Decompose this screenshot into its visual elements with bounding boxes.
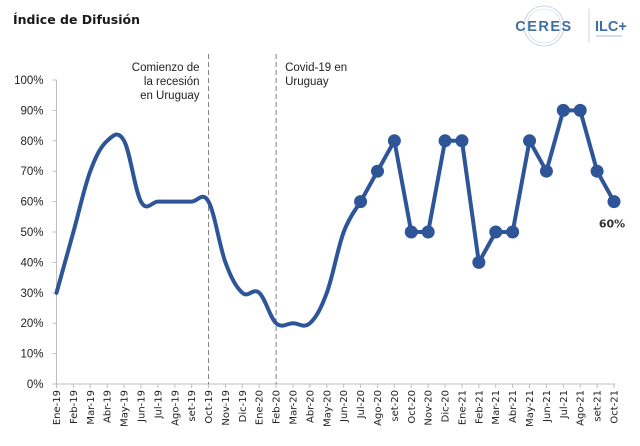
y-tick-label: 90% (20, 105, 43, 117)
x-tick-label: Jul-20 (356, 390, 367, 419)
last-value-label: 60% (599, 218, 625, 231)
x-tick-label: Ene-20 (255, 390, 266, 425)
x-tick-label: Jun-20 (339, 390, 350, 423)
event-annotation-text: Uruguay (285, 76, 329, 88)
y-tick-label: 20% (20, 318, 43, 330)
x-tick-label: Dic-19 (238, 390, 249, 422)
logo-ilc-text: ILC+ (595, 19, 627, 35)
event-annotation-text: la recesión (144, 76, 200, 88)
x-tick-label: Jun-19 (136, 390, 147, 423)
x-tick-label: Nov-20 (424, 390, 435, 426)
x-tick-label: Jul-19 (153, 390, 164, 419)
x-tick-label: Oct-21 (610, 390, 621, 424)
event-annotation-text: Comienzo de (132, 62, 200, 74)
y-tick-label: 0% (27, 379, 44, 391)
data-point-marker (438, 134, 452, 148)
x-tick-label: Feb-19 (69, 390, 80, 424)
data-point-marker (590, 164, 604, 178)
x-tick-label: Ago-20 (373, 390, 384, 426)
logo-ring-inner (526, 8, 562, 44)
x-tick-label: May-19 (120, 390, 131, 427)
y-tick-label: 70% (20, 166, 43, 178)
x-tick-label: Ene-19 (52, 390, 63, 425)
x-tick-label: Feb-20 (272, 390, 283, 424)
y-tick-label: 50% (20, 227, 43, 239)
x-tick-label: set-19 (187, 390, 198, 422)
data-point-marker (455, 134, 469, 148)
data-point-marker (472, 255, 486, 269)
y-tick-label: 80% (20, 136, 43, 148)
logo-ceres-text: CERES (515, 19, 572, 35)
y-tick-label: 100% (14, 75, 43, 87)
series-line-markers (358, 108, 616, 265)
series-line-smooth (54, 132, 363, 328)
x-tick-label: Abr-21 (508, 390, 519, 423)
x-tick-label: Jun-21 (542, 390, 553, 423)
x-tick-label: Feb-21 (474, 390, 485, 424)
chart-title: Índice de Difusión (13, 12, 141, 27)
event-annotation-text: Covid-19 en (285, 62, 347, 74)
data-point-marker (489, 225, 503, 239)
x-tick-label: Mar-21 (491, 390, 502, 425)
data-point-marker (607, 195, 621, 209)
data-point-marker (506, 225, 520, 239)
x-tick-label: set-20 (390, 390, 401, 422)
y-tick-label: 30% (20, 288, 43, 300)
data-point-marker (404, 225, 418, 239)
x-tick-label: Nov-19 (221, 390, 232, 426)
ceres-ilc-logo: CERES ILC+ (515, 5, 627, 47)
y-tick-label: 60% (20, 197, 43, 209)
x-tick-label: Ago-19 (170, 390, 181, 426)
x-tick-label: Oct-20 (407, 390, 418, 424)
data-point-marker (387, 134, 401, 148)
event-annotation-text: en Uruguay (140, 90, 200, 102)
x-tick-label: Mar-19 (86, 390, 97, 425)
x-tick-label: Dic-20 (441, 390, 452, 422)
data-point-marker (523, 134, 537, 148)
y-tick-label: 40% (20, 257, 43, 269)
x-tick-label: May-21 (525, 390, 536, 427)
data-point-marker (370, 164, 384, 178)
y-tick-label: 10% (20, 349, 43, 361)
data-point-marker (556, 103, 570, 117)
data-point-marker (421, 225, 435, 239)
logo-ring-outer (523, 5, 565, 47)
data-point-marker (354, 195, 368, 209)
x-tick-label: Oct-19 (204, 390, 215, 424)
data-point-marker (539, 164, 553, 178)
x-tick-label: Mar-20 (289, 390, 300, 425)
x-tick-label: May-20 (322, 390, 333, 427)
x-tick-label: set-21 (593, 390, 604, 422)
x-tick-label: Ago-21 (576, 390, 587, 426)
data-point-marker (573, 103, 587, 117)
x-tick-label: Abr-19 (103, 390, 114, 423)
x-tick-label: Abr-20 (305, 390, 316, 423)
x-tick-label: Jul-21 (559, 390, 570, 419)
x-tick-label: Ene-21 (457, 390, 468, 425)
